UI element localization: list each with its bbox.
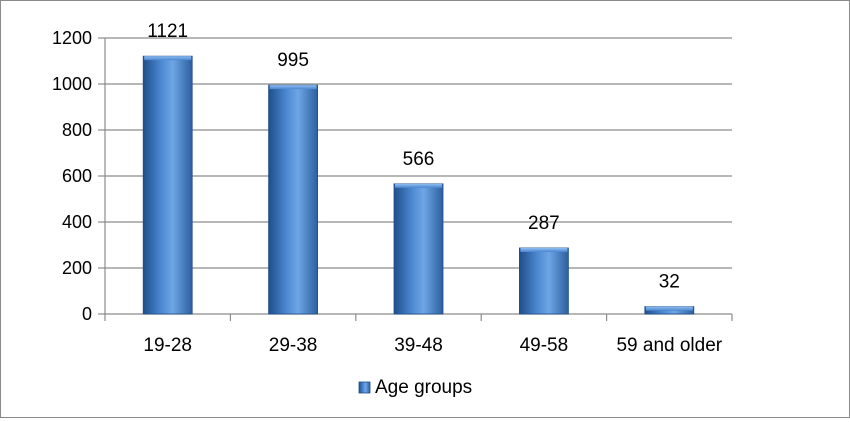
bar-top xyxy=(395,183,442,188)
data-label: 566 xyxy=(403,149,435,170)
bar-top xyxy=(520,247,568,252)
data-labels: 1121 995 566 287 32 xyxy=(147,21,680,292)
bar-49-58 xyxy=(519,247,569,315)
data-label: 287 xyxy=(528,213,560,234)
bars xyxy=(142,55,695,315)
bar-59-and-older xyxy=(644,306,695,315)
x-tick-label: 49-58 xyxy=(520,335,569,356)
bar-top xyxy=(269,85,317,90)
y-tick-label: 1000 xyxy=(52,74,92,94)
legend: Age groups xyxy=(358,377,472,398)
y-tick-label: 600 xyxy=(62,166,92,186)
y-tick-label: 0 xyxy=(82,304,92,324)
bar-top xyxy=(645,306,693,311)
y-tick-label: 1200 xyxy=(52,28,92,48)
x-tick-label: 29-38 xyxy=(269,335,318,356)
data-label: 1121 xyxy=(147,21,188,42)
x-tick-label: 19-28 xyxy=(143,335,192,356)
y-tick-label: 400 xyxy=(62,212,92,232)
x-tick-label: 39-48 xyxy=(394,335,443,356)
legend-label-age-groups: Age groups xyxy=(375,377,472,398)
gridlines xyxy=(105,37,732,269)
legend-swatch-age-groups xyxy=(358,381,371,394)
bar-body xyxy=(393,183,444,315)
y-tick-label: 800 xyxy=(62,120,92,140)
bar-body xyxy=(268,84,319,315)
bar-19-28 xyxy=(142,55,193,315)
axes: 0 200 400 600 800 1000 1200 19-28 29-38 39-48 49-5… xyxy=(52,28,733,356)
bar-39-48 xyxy=(393,183,444,315)
data-label: 995 xyxy=(277,50,309,71)
x-tick-label: 59 and older xyxy=(616,335,722,356)
bar-top xyxy=(144,56,192,61)
y-tick-label: 200 xyxy=(62,258,92,278)
data-label: 32 xyxy=(659,272,680,293)
bar-body xyxy=(519,247,569,315)
bar-body xyxy=(142,55,193,315)
bar-29-38 xyxy=(268,84,319,315)
